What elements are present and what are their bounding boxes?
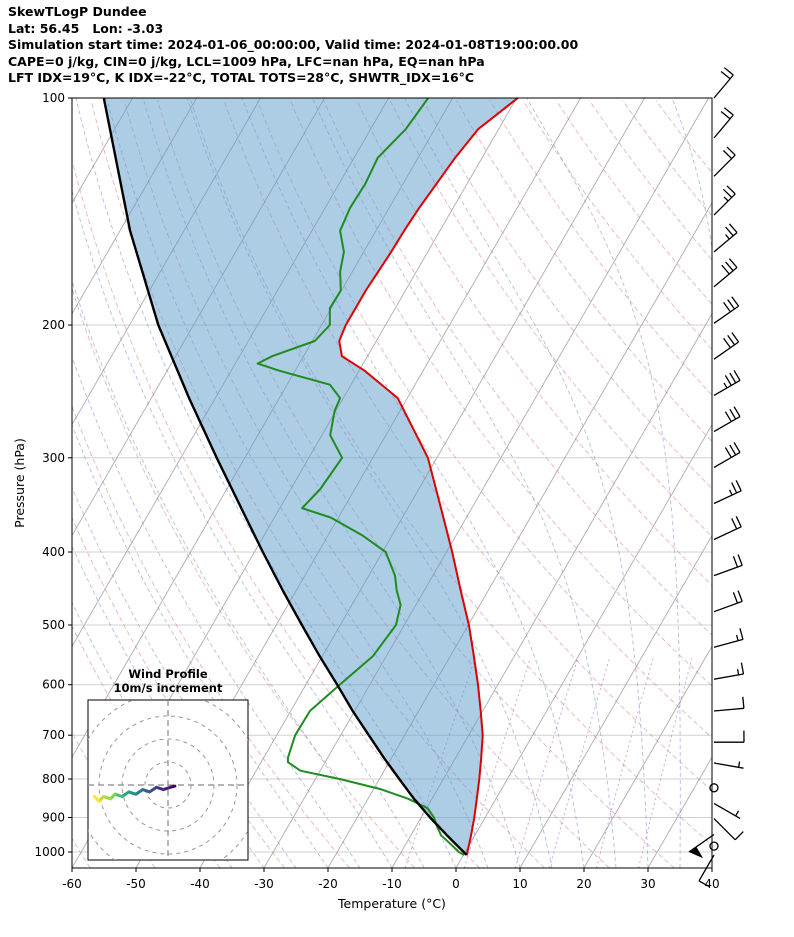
wind-barb-icon <box>713 67 734 99</box>
pressure-tick-label: 300 <box>42 451 65 465</box>
temperature-tick-label: -60 <box>62 877 82 891</box>
pressure-tick-label: 400 <box>42 545 65 559</box>
wind-barb-icon <box>713 662 745 680</box>
temperature-tick-label: 20 <box>576 877 591 891</box>
temperature-tick-label: -50 <box>126 877 146 891</box>
temperature-tick-label: 30 <box>640 877 655 891</box>
pressure-tick-label: 500 <box>42 618 65 632</box>
wind-barb-icon <box>713 185 736 216</box>
wind-barb-icon <box>713 696 745 712</box>
hodograph-trace-segment <box>92 795 101 803</box>
wind-barb-column <box>688 67 745 888</box>
temperature-tick-label: 0 <box>452 877 460 891</box>
dewpoint-curve <box>256 98 465 856</box>
wind-barb-icon <box>713 761 744 769</box>
wind-barb-icon <box>713 802 741 819</box>
wind-barb-icon <box>714 730 745 743</box>
hodograph-ring <box>144 761 192 809</box>
wind-barb-icon <box>713 590 743 613</box>
pressure-tick-label: 800 <box>42 772 65 786</box>
x-axis-label: Temperature (°C) <box>337 896 446 911</box>
y-axis-label: Pressure (hPa) <box>12 438 27 528</box>
calm-wind-icon <box>709 841 719 851</box>
indices-line-1: CAPE=0 j/kg, CIN=0 j/kg, LCL=1009 hPa, L… <box>8 53 485 69</box>
wind-barb-icon <box>713 480 742 505</box>
wind-barb-icon <box>713 406 741 433</box>
wind-barb-icon <box>713 332 740 360</box>
times-line: Simulation start time: 2024-01-06_00:00:… <box>8 37 579 52</box>
calm-wind-icon <box>709 783 719 793</box>
wind-barb-icon <box>713 146 736 177</box>
wind-barb-icon <box>713 370 741 396</box>
wind-barb-icon <box>698 854 715 888</box>
pressure-tick-label: 1000 <box>34 845 65 859</box>
pressure-tick-label: 600 <box>42 678 65 692</box>
temperature-tick-label: -40 <box>190 877 210 891</box>
wind-barb-icon <box>713 107 734 139</box>
wind-barb-icon <box>713 818 744 841</box>
temperature-curve <box>338 98 519 856</box>
hodograph-title: Wind Profile <box>128 667 208 681</box>
hodograph-ring <box>121 738 215 832</box>
wind-barb-icon <box>713 554 743 577</box>
wind-barb-icon <box>713 516 742 541</box>
header-block: SkewTLogP Dundee Lat: 56.45 Lon: -3.03 S… <box>8 4 578 87</box>
pressure-tick-label: 700 <box>42 728 65 742</box>
temperature-tick-label: -30 <box>254 877 274 891</box>
wind-barb-icon <box>713 628 744 648</box>
wind-barb-icon <box>713 258 738 288</box>
wind-barb-icon <box>713 223 738 253</box>
temperature-tick-label: -20 <box>318 877 338 891</box>
wind-barb-icon <box>713 296 740 324</box>
pressure-tick-label: 200 <box>42 318 65 332</box>
page-title: SkewTLogP Dundee <box>8 4 147 19</box>
temperature-tick-label: 40 <box>704 877 719 891</box>
pressure-tick-label: 100 <box>42 91 65 105</box>
wind-barb-icon <box>713 442 741 468</box>
indices-line-2: LFT IDX=19°C, K IDX=-22°C, TOTAL TOTS=28… <box>8 70 475 85</box>
parcel-curve <box>102 98 468 856</box>
hodograph-ring <box>98 715 238 855</box>
pressure-tick-label: 900 <box>42 811 65 825</box>
shaded-area <box>103 98 518 855</box>
wind-barb-icon <box>688 833 715 859</box>
hodograph-subtitle: 10m/s increment <box>114 681 223 695</box>
temperature-tick-label: 10 <box>512 877 527 891</box>
location-line: Lat: 56.45 Lon: -3.03 <box>8 20 164 36</box>
temperature-tick-label: -10 <box>382 877 402 891</box>
